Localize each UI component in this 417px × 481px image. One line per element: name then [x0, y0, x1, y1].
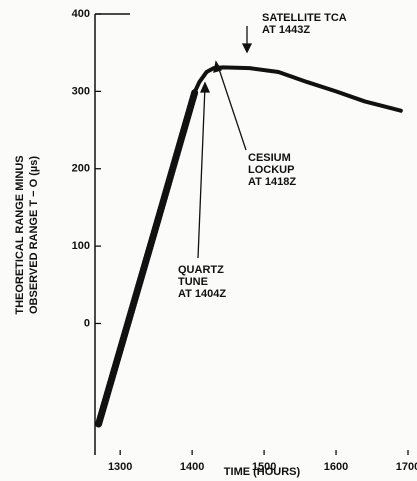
annotation: LOCKUP [248, 164, 294, 176]
y-tick-label: 100 [72, 240, 90, 252]
annotation: AT 1404Z [178, 288, 226, 300]
annotation: CESIUM [248, 152, 291, 164]
arrows [197, 26, 253, 259]
annotation: TUNE [178, 276, 208, 288]
y-tick-label: 400 [72, 8, 90, 20]
x-axis-label: TIME (HOURS) [224, 466, 301, 478]
annotation: AT 1443Z [262, 24, 310, 36]
annotation: AT 1418Z [248, 176, 296, 188]
y-tick-label: 0 [84, 317, 90, 329]
x-tick-label: 1600 [324, 461, 348, 473]
x-tick-label: 1700 [396, 461, 417, 473]
annotation: QUARTZ [178, 264, 224, 276]
data-line [95, 87, 199, 428]
x-tick-label: 1500 [252, 461, 276, 473]
annotation: SATELLITE TCA [262, 12, 347, 24]
y-tick-label: 300 [72, 85, 90, 97]
y-axis-label: OBSERVED RANGE T − O (µs) [28, 156, 40, 314]
x-tick-label: 1400 [180, 461, 204, 473]
y-axis-label: THEORETICAL RANGE MINUS [14, 155, 26, 314]
data-line [193, 65, 403, 113]
y-tick-label: 200 [72, 163, 90, 175]
x-tick-label: 1300 [108, 461, 132, 473]
